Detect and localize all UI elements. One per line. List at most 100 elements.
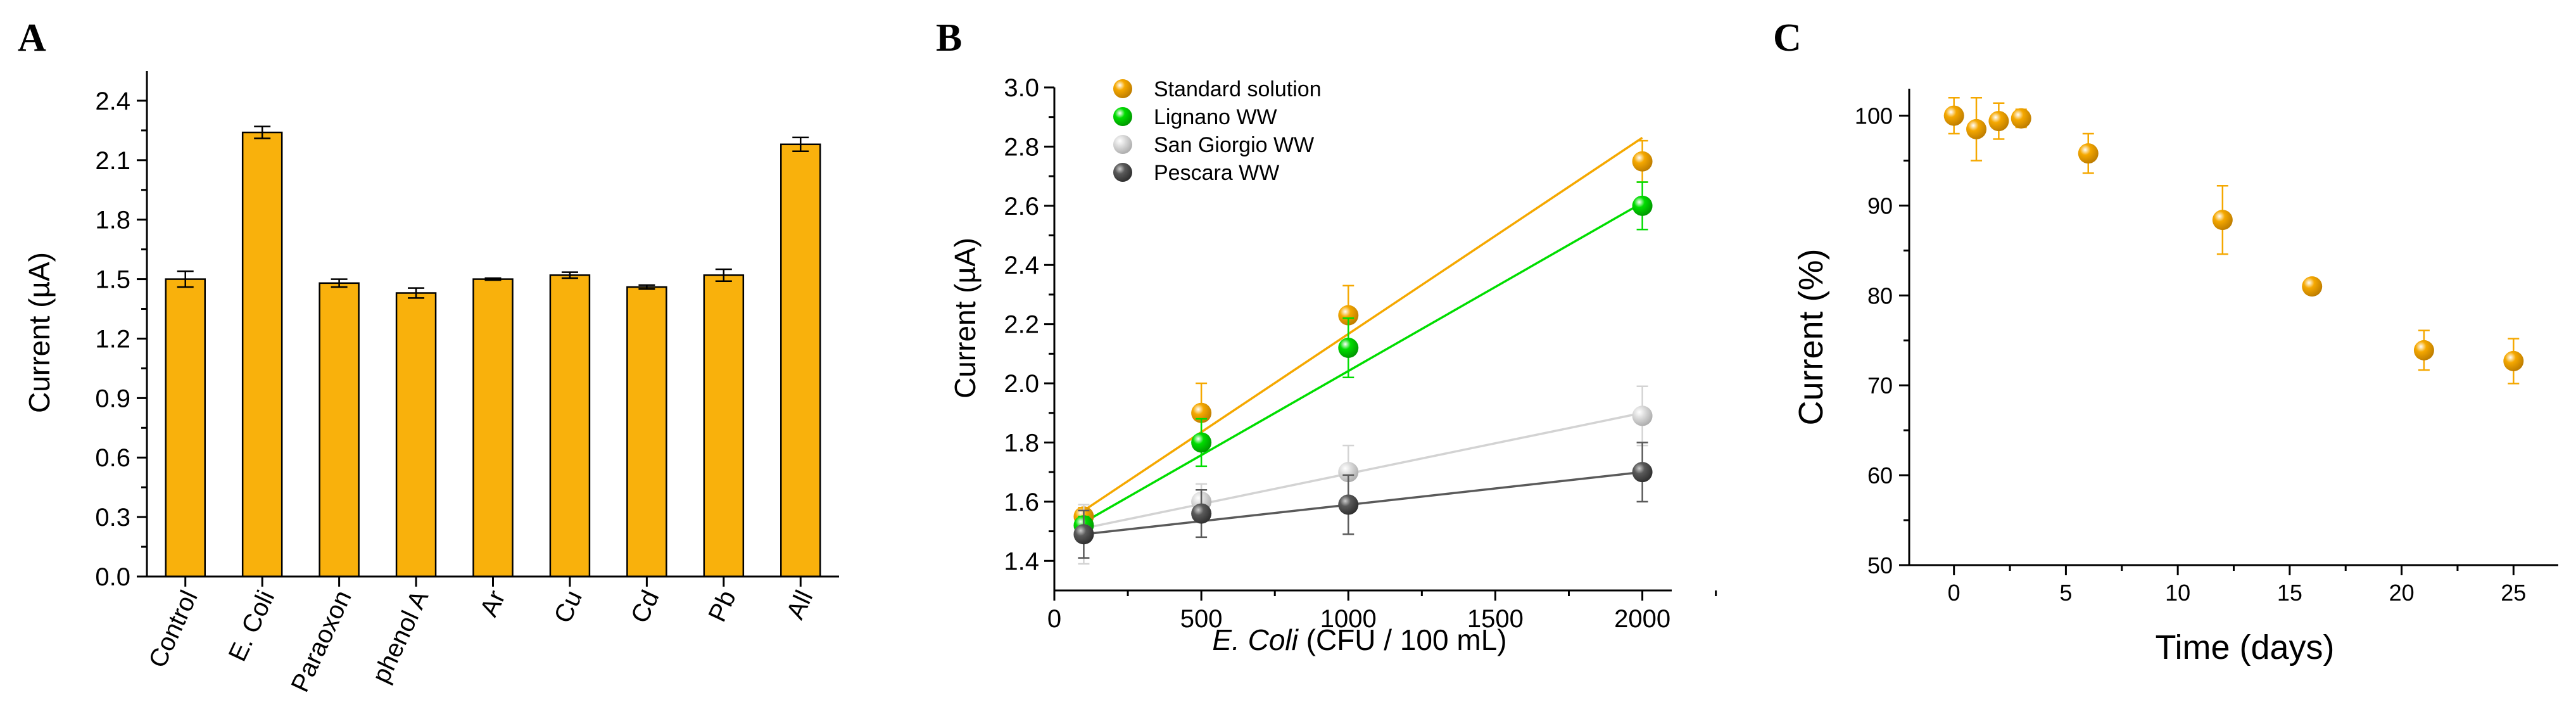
panel-b-y-tick-label-5: 2.4 <box>1004 252 1039 279</box>
panel-b-x-tick-label-3: 1500 <box>1467 605 1524 633</box>
legend-label-3: Pescara WW <box>1154 161 1279 185</box>
panel-b-y-tick-label-1: 1.6 <box>1004 488 1039 516</box>
panel-c-y-tick-label-0: 50 <box>1867 552 1893 578</box>
series-2-fit-line <box>1083 412 1643 530</box>
panel-a-x-tick-label-0: Control <box>144 586 203 672</box>
legend-marker-2 <box>1113 135 1132 154</box>
panel-c-point-0 <box>1943 105 1964 126</box>
series-3-point-0 <box>1073 524 1094 545</box>
panel-c-x-tick-label-0: 0 <box>1948 580 1960 606</box>
series-0-point-2 <box>1338 305 1359 326</box>
panel-a-y-tick-label-8: 2.4 <box>95 87 130 115</box>
legend-label-2: San Giorgio WW <box>1154 133 1314 157</box>
panel-a-x-tick-label-3: phenol A <box>367 586 434 687</box>
panel-c-point-3 <box>2011 108 2031 129</box>
panel-a-y-ticks: 0.0 0.3 0.6 0.9 1.2 1.5 1.8 2.1 2.4 <box>95 87 147 591</box>
panel-c-y-tick-label-3: 80 <box>1867 283 1893 309</box>
panel-c-y-ticks: 50 60 70 80 90 100 <box>1855 103 1909 578</box>
panel-c-point-1 <box>1966 118 1987 139</box>
panel-a-y-tick-label-4: 1.2 <box>95 325 130 353</box>
legend-marker-1 <box>1113 107 1132 126</box>
panel-a-bar-chart: 0.0 0.3 0.6 0.9 1.2 1.5 1.8 2.1 2.4 Control E. Co… <box>23 71 839 696</box>
panel-b-label: B <box>936 16 962 60</box>
panel-c-point-4 <box>2078 143 2099 164</box>
panel-a-x-tick-label-4: Ar <box>475 586 511 621</box>
panel-b-x-axis-title: E. Coli (CFU / 100 mL) <box>1212 623 1506 656</box>
panel-c-x-axis-title: Time (days) <box>2155 628 2334 666</box>
panel-a-y-tick-label-6: 1.8 <box>95 207 130 234</box>
legend-label-0: Standard solution <box>1154 77 1322 101</box>
panel-b-y-tick-label-7: 2.8 <box>1004 133 1039 161</box>
panel-c-x-tick-label-5: 25 <box>2501 580 2526 606</box>
panel-c-x-tick-label-3: 15 <box>2277 580 2302 606</box>
bar-0 <box>165 278 206 578</box>
panel-a-x-tick-label-1: E. Coli <box>224 586 281 665</box>
panel-b-y-axis-title: Current (µA) <box>949 238 982 398</box>
panel-c-point-5 <box>2212 210 2233 231</box>
panel-b-y-ticks: 1.4 1.6 1.8 2.0 2.2 2.4 2.6 2.8 3.0 <box>1004 74 1054 575</box>
panel-b-x-ticks: 0 500 1000 1500 2000 <box>1047 590 1717 633</box>
panel-a-x-tick-label-6: Cd <box>626 586 664 627</box>
panel-b-x-tick-label-4: 2000 <box>1614 605 1670 633</box>
bar-5 <box>549 274 591 578</box>
panel-a-x-tick-label-7: Pb <box>703 586 742 626</box>
panel-a-x-tick-label-5: Cu <box>549 586 588 627</box>
series-3-fit-line <box>1083 471 1643 535</box>
panel-c-y-tick-label-4: 90 <box>1867 193 1893 219</box>
panel-c-point-6 <box>2302 276 2323 297</box>
panel-c-y-tick-label-1: 60 <box>1867 462 1893 488</box>
series-0-fit-line <box>1083 136 1643 512</box>
panel-b-x-tick-label-0: 0 <box>1047 605 1061 633</box>
series-2-point-2 <box>1338 462 1359 483</box>
panel-c-point-7 <box>2413 340 2434 360</box>
panel-a-y-tick-label-2: 0.6 <box>95 444 130 472</box>
bar-1 <box>241 131 283 578</box>
panel-a-y-tick-label-1: 0.3 <box>95 504 130 532</box>
panel-c-points <box>1943 96 2524 385</box>
series-3-point-1 <box>1191 503 1212 524</box>
panel-b-x-axis-title-rest: (CFU / 100 mL) <box>1298 623 1507 656</box>
bar-4 <box>472 278 514 578</box>
panel-c-x-tick-label-4: 20 <box>2389 580 2415 606</box>
series-1-point-2 <box>1338 338 1359 359</box>
panel-b-y-tick-label-2: 1.8 <box>1004 429 1039 457</box>
legend-label-1: Lignano WW <box>1154 105 1277 129</box>
panel-b-fit-lines <box>1083 136 1643 535</box>
series-2-point-3 <box>1632 405 1653 426</box>
series-1-point-1 <box>1191 432 1212 453</box>
panel-b-points <box>1073 139 1653 565</box>
panel-b-x-tick-label-2: 1000 <box>1320 605 1377 633</box>
panel-c-y-tick-label-5: 100 <box>1855 103 1893 129</box>
legend-marker-3 <box>1113 163 1132 182</box>
panel-c-axes <box>1908 89 2558 566</box>
panel-a-x-ticks: Control E. Coli Paraoxon phenol A Ar Cu Cd Pb Al… <box>144 577 819 696</box>
panel-b-x-tick-label-1: 500 <box>1180 605 1223 633</box>
panel-b-x-axis-title-italic: E. Coli <box>1212 623 1299 656</box>
panel-a-y-tick-label-0: 0.0 <box>95 563 130 591</box>
panel-a-x-tick-label-8: All <box>781 586 819 623</box>
series-1-point-3 <box>1632 195 1653 216</box>
panel-c-point-2 <box>1988 111 2009 132</box>
panel-c-y-axis-title: Current (%) <box>1792 248 1830 425</box>
panel-a-x-tick-label-2: Paraoxon <box>286 586 357 696</box>
panel-a-y-axis-title: Current (µA) <box>23 252 56 413</box>
bar-6 <box>626 286 667 578</box>
panel-b-y-tick-label-3: 2.0 <box>1004 370 1039 398</box>
legend-marker-0 <box>1113 79 1132 98</box>
panel-a-y-tick-label-5: 1.5 <box>95 266 130 294</box>
panel-c-point-8 <box>2503 350 2524 371</box>
panel-c-x-tick-label-2: 10 <box>2165 580 2190 606</box>
series-1-fit-line <box>1083 201 1643 524</box>
series-0-point-3 <box>1632 151 1653 172</box>
series-3-point-3 <box>1632 462 1653 483</box>
panel-b-y-tick-label-0: 1.4 <box>1004 547 1039 575</box>
bar-8 <box>780 143 821 578</box>
panel-c-label: C <box>1773 16 1802 60</box>
bar-7 <box>703 274 745 578</box>
panel-b-legend: Standard solution Lignano WW San Giorgio W… <box>1113 77 1322 185</box>
panel-a-y-tick-label-3: 0.9 <box>95 385 130 412</box>
series-3-point-2 <box>1338 494 1359 515</box>
panel-a-bars <box>165 125 821 578</box>
panel-a-label: A <box>18 16 46 60</box>
